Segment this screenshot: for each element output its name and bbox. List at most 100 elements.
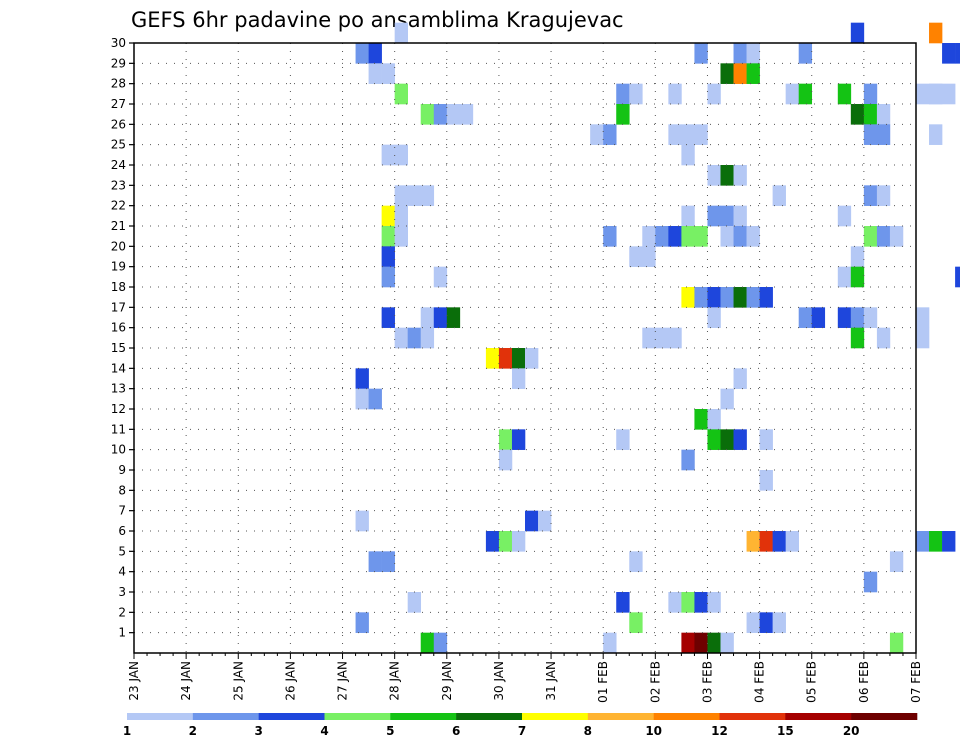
x-tick-label: 28 JAN: [388, 661, 402, 701]
heatmap-cell: [668, 226, 682, 247]
x-tick-label: 07 FEB: [909, 661, 923, 703]
heatmap-cell: [681, 449, 695, 471]
heatmap-cell: [381, 246, 395, 267]
heatmap-cell: [837, 205, 852, 227]
x-tick-label: 04 FEB: [753, 661, 767, 703]
heatmap-cell: [694, 124, 708, 145]
heatmap-cell: [694, 632, 708, 654]
heatmap-cell: [759, 287, 773, 308]
heatmap-cell: [355, 388, 369, 410]
heatmap-cell: [707, 409, 721, 430]
heatmap-cell: [603, 226, 617, 247]
heatmap-cell: [642, 226, 656, 247]
heatmap-cell: [694, 43, 708, 64]
y-tick-label: 8: [118, 483, 126, 497]
colorbar-label: 8: [584, 724, 592, 738]
heatmap-cell: [381, 144, 395, 166]
heatmap-cell: [433, 632, 448, 654]
y-tick-label: 5: [118, 544, 126, 558]
heatmap-cell: [616, 104, 630, 125]
heatmap-cell: [759, 612, 773, 633]
heatmap-cell: [616, 83, 630, 105]
heatmap-cell: [681, 144, 695, 166]
heatmap-cell: [811, 307, 826, 328]
y-tick-label: 25: [111, 138, 126, 152]
y-axis-ticks: 1234567891011121314151617181920212223242…: [111, 36, 134, 640]
heatmap-cell: [381, 307, 395, 328]
heatmap-cell: [850, 327, 865, 349]
heatmap-cell: [368, 63, 382, 84]
heatmap-cell: [368, 551, 382, 572]
heatmap-cell: [707, 592, 721, 613]
heatmap-cell: [733, 226, 747, 247]
heatmap-cell: [603, 632, 617, 654]
colorbar-swatch: [390, 713, 457, 720]
heatmap-cell: [355, 368, 369, 389]
colorbar-label: 20: [843, 724, 860, 738]
heatmap-cell: [720, 287, 734, 308]
heatmap-cell: [759, 531, 773, 552]
y-tick-label: 23: [111, 178, 126, 192]
heatmap-cell: [889, 551, 904, 572]
colorbar-swatch: [192, 713, 259, 720]
colorbar-swatch: [719, 713, 786, 720]
colorbar-swatch: [851, 713, 918, 720]
heatmap-cell: [942, 83, 956, 105]
heatmap-cell: [942, 531, 956, 552]
heatmap-cell: [394, 83, 408, 105]
x-tick-label: 02 FEB: [648, 661, 662, 703]
heatmap-cell: [876, 104, 891, 125]
y-tick-label: 27: [111, 97, 126, 111]
heatmap-cell: [511, 531, 526, 552]
y-tick-label: 7: [118, 504, 126, 518]
heatmap-cell: [707, 287, 721, 308]
y-tick-label: 4: [118, 565, 126, 579]
y-tick-label: 12: [111, 402, 126, 416]
x-tick-label: 01 FEB: [596, 661, 610, 703]
y-tick-label: 9: [118, 463, 126, 477]
heatmap-cell: [446, 307, 461, 328]
heatmap-cell: [733, 63, 747, 84]
heatmap-cell: [655, 226, 669, 247]
heatmap-cell: [381, 226, 395, 247]
heatmap-cell: [525, 510, 539, 532]
heatmap-cell: [525, 348, 539, 369]
heatmap-cell: [720, 388, 734, 410]
heatmap-cell: [837, 307, 852, 328]
heatmap-cell: [420, 327, 435, 349]
heatmap-cell: [746, 63, 760, 84]
heatmap-cell: [837, 83, 852, 105]
heatmap-cell: [538, 510, 552, 532]
heatmap-cell: [929, 531, 943, 552]
heatmap-cell: [485, 531, 500, 552]
heatmap-cell: [407, 185, 422, 206]
y-tick-label: 11: [111, 422, 126, 436]
colorbar-swatch: [127, 713, 194, 720]
heatmap-cell: [407, 592, 422, 613]
heatmap-cell: [720, 632, 734, 654]
heatmap-cell: [694, 592, 708, 613]
heatmap-cell: [707, 429, 721, 450]
heatmap-cell: [642, 246, 656, 267]
colorbar-swatch: [587, 713, 654, 720]
colorbar-label: 7: [518, 724, 526, 738]
heatmap-cell: [707, 205, 721, 227]
heatmap-cell: [498, 449, 513, 471]
heatmap-cell: [355, 510, 369, 532]
heatmap-cell: [642, 327, 656, 349]
heatmap-cell: [590, 124, 604, 145]
colorbar-swatch: [324, 713, 391, 720]
x-tick-label: 05 FEB: [805, 661, 819, 703]
heatmap-cell: [381, 266, 395, 288]
heatmap-cell: [498, 348, 513, 369]
heatmap-cell: [876, 226, 891, 247]
colorbar-label: 15: [777, 724, 794, 738]
y-tick-label: 28: [111, 77, 126, 91]
y-tick-label: 17: [111, 300, 126, 314]
heatmap-cell: [746, 531, 760, 552]
heatmap-cell: [720, 165, 734, 186]
x-tick-label: 31 JAN: [544, 661, 558, 701]
x-tick-label: 30 JAN: [492, 661, 506, 701]
heatmap-cell: [889, 226, 904, 247]
heatmap-cell: [863, 83, 878, 105]
